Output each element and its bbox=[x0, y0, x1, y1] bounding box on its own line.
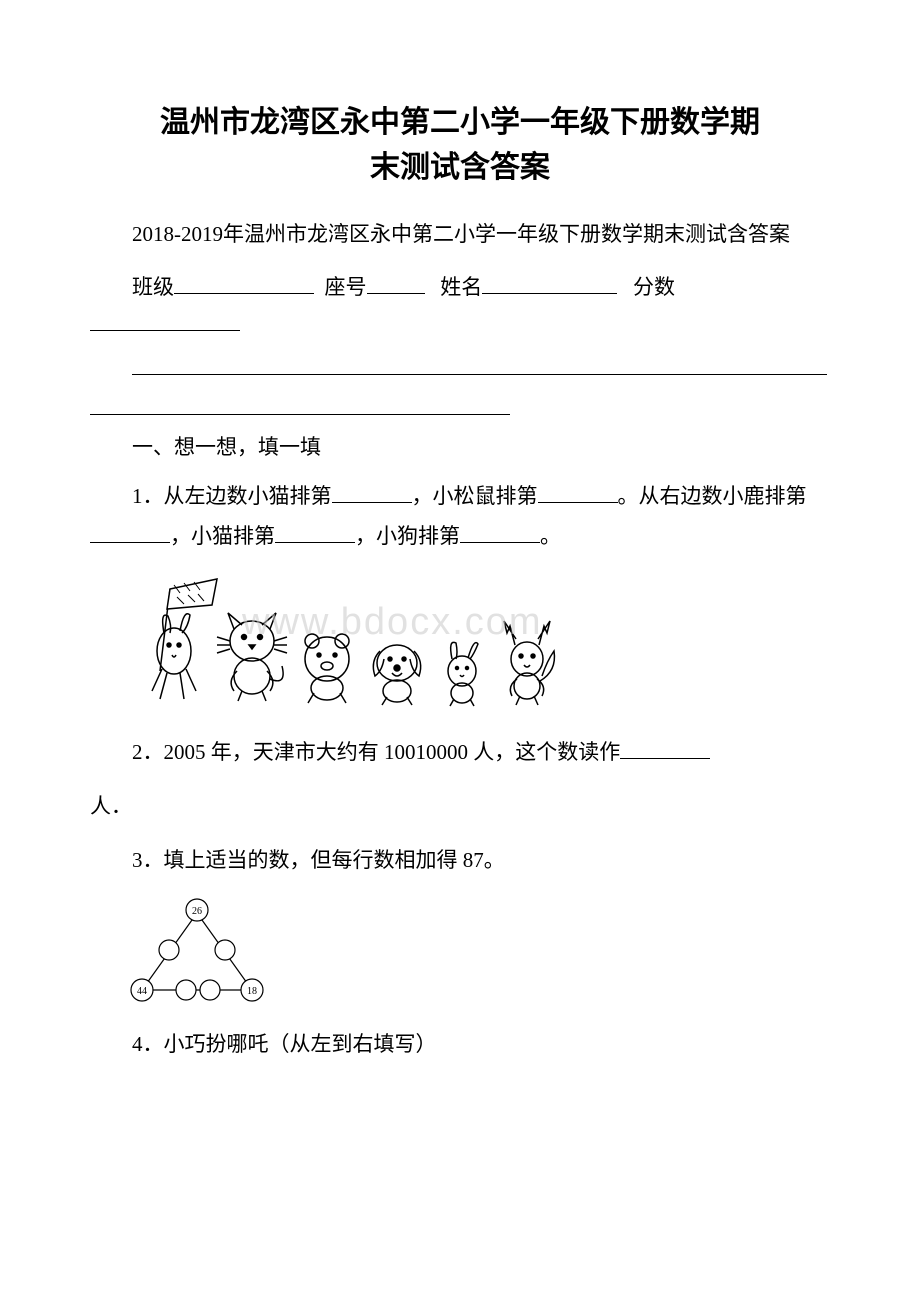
animals-illustration: www.bdocx.com bbox=[122, 571, 562, 711]
question-2-cont: 人． bbox=[90, 787, 830, 827]
q1-text-2: ，小松鼠排第 bbox=[412, 484, 538, 508]
document-title: 温州市龙湾区永中第二小学一年级下册数学期 末测试含答案 bbox=[90, 100, 830, 190]
q1-blank-4 bbox=[275, 522, 355, 543]
q1-text-5: ，小狗排第 bbox=[355, 524, 460, 548]
score-label: 分数 bbox=[633, 275, 675, 299]
section-1-heading: 一、想一想，填一填 bbox=[90, 431, 830, 461]
animals-svg bbox=[122, 571, 562, 711]
q1-text-1: 1．从左边数小猫排第 bbox=[132, 484, 332, 508]
class-label: 班级 bbox=[132, 275, 174, 299]
divider-line-1 bbox=[90, 349, 830, 389]
q1-blank-2 bbox=[538, 482, 618, 503]
q1-blank-1 bbox=[332, 482, 412, 503]
divider-underline-1 bbox=[132, 365, 827, 376]
triangle-top-value: 26 bbox=[192, 906, 202, 917]
intro-text: 2018-2019年温州市龙湾区永中第二小学一年级下册数学期末测试含答案 bbox=[90, 218, 830, 252]
q2-text-2: 人． bbox=[90, 794, 132, 818]
triangle-svg: 26 44 18 bbox=[122, 895, 292, 1005]
triangle-left-value: 44 bbox=[137, 986, 147, 997]
q1-text-4: ，小猫排第 bbox=[170, 524, 275, 548]
seat-label: 座号 bbox=[325, 275, 367, 299]
q1-text-6: 。 bbox=[540, 524, 561, 548]
question-2: 2．2005 年，天津市大约有 10010000 人，这个数读作 bbox=[90, 733, 830, 773]
triangle-right-value: 18 bbox=[247, 986, 257, 997]
question-3: 3．填上适当的数，但每行数相加得 87。 bbox=[90, 841, 830, 881]
q2-blank bbox=[620, 738, 710, 759]
title-line-2: 末测试含答案 bbox=[370, 151, 550, 184]
form-line: 班级 座号 姓名 分数 bbox=[90, 268, 830, 308]
q1-text-3: 。从右边数小鹿排第 bbox=[618, 484, 807, 508]
seat-blank bbox=[367, 273, 425, 294]
question-4: 4．小巧扮哪吒（从左到右填写） bbox=[90, 1025, 830, 1065]
triangle-diagram: 26 44 18 bbox=[122, 895, 292, 1005]
q1-blank-5 bbox=[460, 522, 540, 543]
q2-text-1: 2．2005 年，天津市大约有 10010000 人，这个数读作 bbox=[132, 740, 620, 764]
class-blank bbox=[174, 273, 314, 294]
name-blank bbox=[482, 273, 617, 294]
title-line-1: 温州市龙湾区永中第二小学一年级下册数学期 bbox=[160, 106, 760, 139]
q1-blank-3 bbox=[90, 522, 170, 543]
divider-underline-2 bbox=[90, 399, 510, 415]
name-label: 姓名 bbox=[440, 275, 482, 299]
question-1: 1．从左边数小猫排第 ，小松鼠排第 。从右边数小鹿排第 ，小猫排第 ，小狗排第 。 bbox=[90, 477, 830, 557]
score-blank bbox=[90, 315, 240, 331]
